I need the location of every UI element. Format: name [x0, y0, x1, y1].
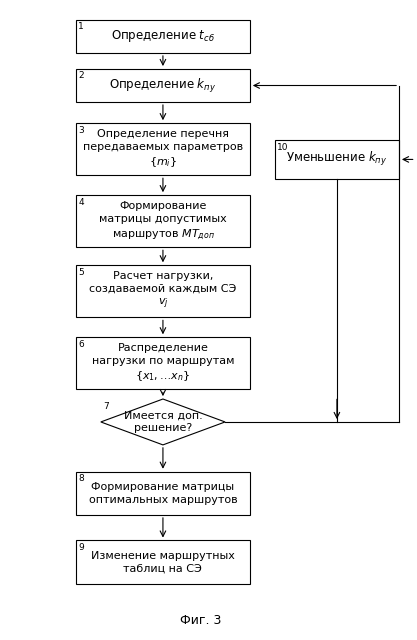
FancyBboxPatch shape	[76, 540, 250, 584]
Text: Формирование
матрицы допустимых
маршрутов $МТ_{доп}$: Формирование матрицы допустимых маршруто…	[99, 201, 227, 242]
FancyBboxPatch shape	[76, 195, 250, 247]
FancyBboxPatch shape	[76, 69, 250, 102]
Text: Определение $t_{сб}$: Определение $t_{сб}$	[111, 28, 215, 44]
Text: Определение перечня
передаваемых параметров
$\{m_i\}$: Определение перечня передаваемых парамет…	[83, 129, 243, 169]
Text: 9: 9	[78, 543, 84, 552]
Text: 5: 5	[78, 268, 84, 276]
FancyBboxPatch shape	[76, 472, 250, 515]
FancyBboxPatch shape	[76, 337, 250, 390]
FancyBboxPatch shape	[76, 20, 250, 53]
Text: 4: 4	[78, 198, 84, 207]
Text: Формирование матрицы
оптимальных маршрутов: Формирование матрицы оптимальных маршрут…	[89, 482, 237, 505]
Text: 7: 7	[103, 401, 109, 411]
Text: 8: 8	[78, 474, 84, 483]
Text: Уменьшение $k_{пу}$: Уменьшение $k_{пу}$	[286, 150, 387, 168]
Text: Определение $k_{пу}$: Определение $k_{пу}$	[109, 77, 216, 95]
Text: 3: 3	[78, 125, 84, 134]
FancyBboxPatch shape	[76, 123, 250, 175]
FancyBboxPatch shape	[76, 265, 250, 317]
Text: Фиг. 3: Фиг. 3	[180, 614, 221, 627]
FancyBboxPatch shape	[275, 140, 399, 179]
Text: 2: 2	[78, 72, 84, 81]
Polygon shape	[101, 399, 225, 445]
Text: 1: 1	[78, 22, 84, 31]
Text: Распределение
нагрузки по маршрутам
$\{x_1, \ldots x_n\}$: Распределение нагрузки по маршрутам $\{x…	[92, 343, 234, 383]
Text: Изменение маршрутных
таблиц на СЭ: Изменение маршрутных таблиц на СЭ	[91, 551, 235, 573]
Text: 10: 10	[277, 143, 289, 152]
Text: Имеется доп.
решение?: Имеется доп. решение?	[123, 410, 202, 433]
Text: 6: 6	[78, 340, 84, 349]
Text: Расчет нагрузки,
создаваемой каждым СЭ
$v_j$: Расчет нагрузки, создаваемой каждым СЭ $…	[89, 271, 236, 312]
